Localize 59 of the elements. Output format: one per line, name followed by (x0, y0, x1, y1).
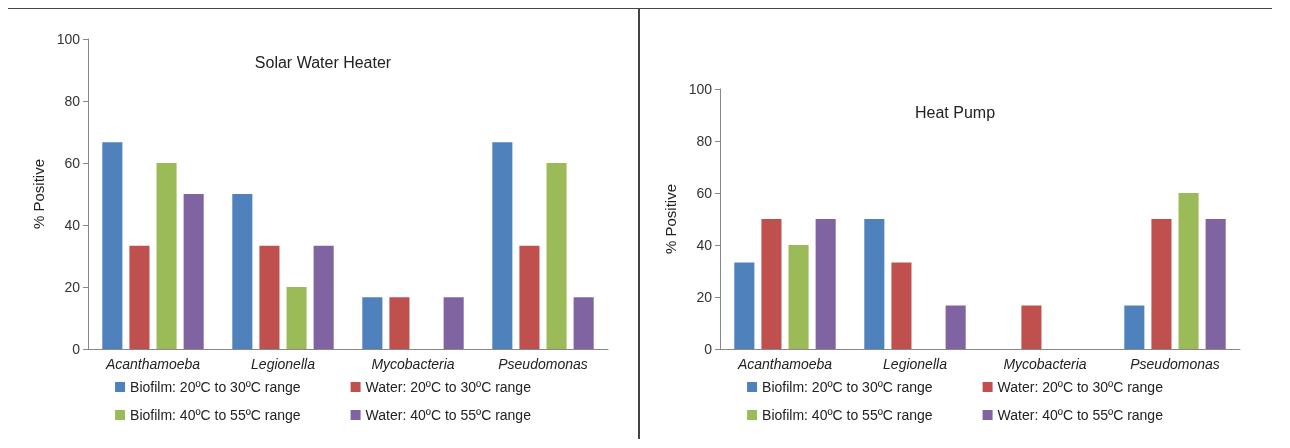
legend-label: Water: 20ºC to 30ºC range (997, 379, 1164, 395)
bar (519, 245, 540, 349)
y-tick-label: 40 (64, 217, 81, 233)
bar (1151, 219, 1172, 349)
bar (546, 163, 567, 349)
bar (573, 297, 594, 349)
bar (1178, 193, 1199, 349)
y-axis-title: % Positive (661, 183, 679, 255)
y-tick-label: 80 (696, 133, 713, 149)
x-tick-label: Mycobacteria (371, 356, 455, 372)
legend-label: Biofilm: 20ºC to 30ºC range (762, 379, 933, 395)
bar (232, 194, 253, 349)
text: Solar Water Heater (254, 53, 392, 71)
y-tick-label: 0 (704, 341, 713, 357)
legend-label: Water: 40ºC to 55ºC range (997, 407, 1164, 423)
y-tick-label: 60 (696, 185, 713, 201)
x-tick-label: Legionella (883, 356, 948, 372)
text: Heat Pump (914, 103, 996, 121)
bar (183, 194, 204, 349)
y-tick-label: 40 (696, 237, 713, 253)
x-tick-label: Pseudomonas (498, 356, 588, 372)
bar (1124, 305, 1145, 349)
y-axis-title: % Positive (29, 158, 47, 230)
bar (286, 287, 307, 349)
bar (443, 297, 464, 349)
legend-label: Biofilm: 40ºC to 55ºC range (130, 407, 301, 423)
legend-label: Biofilm: 40ºC to 55ºC range (762, 407, 933, 423)
bar (313, 245, 334, 349)
legend-label: Biofilm: 20ºC to 30ºC range (130, 379, 301, 395)
bar (1021, 305, 1042, 349)
bar (156, 163, 177, 349)
bar (734, 262, 755, 349)
bar (129, 245, 150, 349)
legend-label: Water: 40ºC to 55ºC range (365, 407, 532, 423)
y-tick-label: 80 (64, 93, 81, 109)
bar (362, 297, 383, 349)
y-tick-label: 20 (696, 289, 713, 305)
y-tick-label: 20 (64, 279, 81, 295)
y-tick-label: 100 (688, 81, 713, 97)
y-tick-label: 60 (64, 155, 81, 171)
bar (945, 305, 966, 349)
y-tick-label: 0 (72, 341, 81, 357)
bar (815, 219, 836, 349)
x-tick-label: Legionella (251, 356, 316, 372)
x-tick-label: Acanthamoeba (104, 356, 201, 372)
x-tick-label: Mycobacteria (1003, 356, 1087, 372)
bar (864, 219, 885, 349)
legend-label: Water: 20ºC to 30ºC range (365, 379, 532, 395)
bar (102, 142, 123, 349)
bar (259, 245, 280, 349)
y-tick-label: 100 (56, 31, 81, 47)
x-tick-label: Acanthamoeba (736, 356, 833, 372)
bar (761, 219, 782, 349)
bar (788, 245, 809, 349)
bar (389, 297, 410, 349)
bar (1205, 219, 1226, 349)
x-tick-label: Pseudomonas (1130, 356, 1220, 372)
bar (891, 262, 912, 349)
bar (492, 142, 513, 349)
